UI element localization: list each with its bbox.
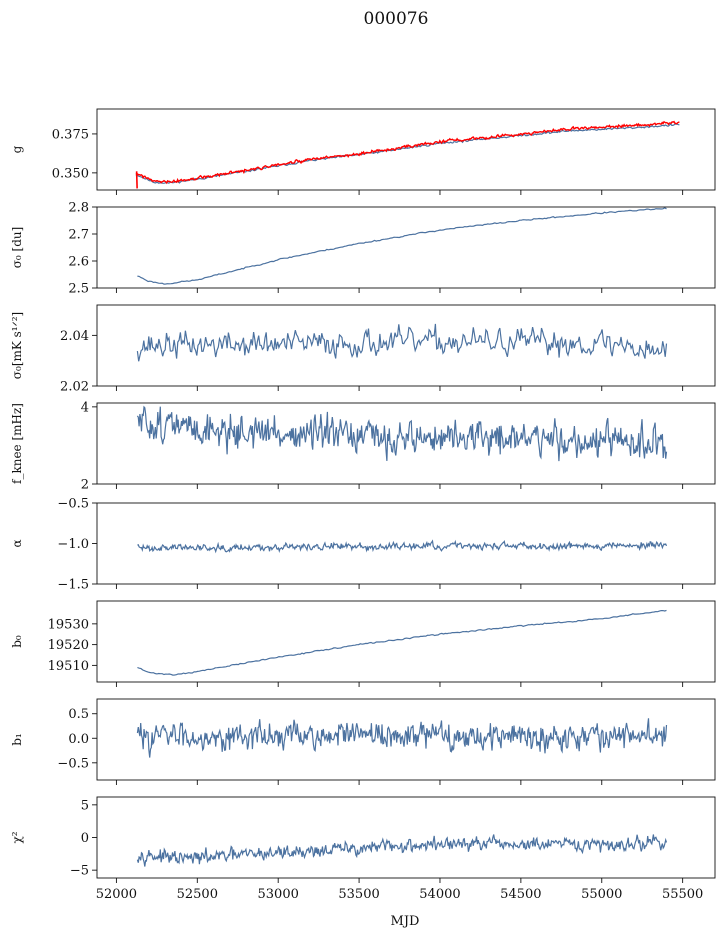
y-tick-label: −0.5	[57, 497, 89, 512]
panel-2: 2.5 2.6 2.7 2.8 σ₀ [du]	[10, 201, 716, 297]
axes-frame	[96, 402, 716, 485]
x-tick-label: 53500	[338, 887, 379, 902]
x-tick-label: 55000	[581, 887, 622, 902]
y-axis-label: χ²	[10, 831, 24, 843]
panel-3: 2.02 2.04 σ₀[mK s¹ᐟ²]	[10, 304, 716, 395]
axes-frame	[96, 698, 716, 781]
series-line-7	[136, 718, 668, 758]
x-tick-label: 55500	[662, 887, 703, 902]
axes-frame	[96, 108, 716, 191]
y-tick-label: 0.350	[52, 166, 89, 181]
x-axis: 52000 52500 53000 53500 54000 54500 55000 55500	[96, 887, 704, 902]
y-tick-label: 0.5	[68, 707, 89, 722]
y-tick-label: 0.0	[68, 732, 89, 747]
series-line-3	[136, 323, 668, 362]
y-axis-label: b₁	[10, 733, 24, 746]
y-tick-label: 0.375	[52, 127, 89, 142]
y-tick-label: 5	[81, 798, 89, 813]
series-line-2	[137, 207, 667, 285]
y-tick-label: 2.6	[68, 255, 89, 270]
y-axis-label: f_knee [mHz]	[10, 403, 24, 484]
axes-frame	[96, 796, 716, 879]
y-tick-label: 2.7	[68, 228, 89, 243]
series-line-6	[137, 609, 667, 676]
y-tick-label: 2.5	[68, 282, 89, 297]
panel-4: 2 4 f_knee [mHz]	[10, 400, 716, 493]
y-tick-label: −5	[70, 864, 89, 879]
series-line-4	[136, 405, 668, 462]
y-tick-label: −0.5	[57, 756, 89, 771]
panel-5: −1.5 −1.0 −0.5 α	[10, 497, 716, 593]
y-tick-label: −1.0	[57, 537, 89, 552]
panel-6: 19510 19520 19530 b₀	[10, 600, 716, 687]
axes-frame	[96, 304, 716, 387]
x-tick-label: 54500	[500, 887, 541, 902]
y-tick-label: 0	[81, 831, 89, 846]
y-axis-label: σ₀[mK s¹ᐟ²]	[10, 312, 24, 379]
y-axis-label: σ₀ [du]	[10, 227, 24, 269]
y-tick-label: 2	[81, 478, 89, 493]
y-tick-label: 2.8	[68, 201, 89, 216]
x-tick-label: 52000	[96, 887, 137, 902]
y-tick-label: 2.04	[60, 329, 89, 344]
y-tick-label: 19520	[48, 638, 89, 653]
overlay-line	[135, 120, 680, 185]
panel-1: 0.350 0.375 g	[10, 108, 716, 195]
y-tick-label: 19530	[48, 617, 89, 632]
y-axis-label: α	[10, 539, 24, 547]
x-tick-label: 53000	[258, 887, 299, 902]
figure-title: 000076	[364, 9, 429, 29]
y-axis-label: g	[10, 145, 24, 153]
panel-8: −5 0 5 χ²	[10, 796, 716, 883]
axes-frame	[96, 502, 716, 585]
series-line-5	[137, 539, 668, 554]
x-tick-label: 52500	[177, 887, 218, 902]
y-tick-label: 19510	[48, 659, 89, 674]
series-line-8	[136, 834, 668, 867]
y-tick-label: 4	[81, 400, 89, 415]
x-axis-label: MJD	[391, 914, 420, 929]
panels: 0.350 0.375 g 2.5 2.6 2.7 2.8 σ₀ [du] 2.02 2.04 σ₀…	[10, 108, 716, 883]
y-tick-label: −1.5	[57, 578, 89, 593]
y-tick-label: 2.02	[60, 380, 89, 395]
x-tick-label: 54000	[419, 887, 460, 902]
axes-frame	[96, 206, 716, 289]
axes-frame	[96, 600, 716, 683]
panel-7: −0.5 0.0 0.5 b₁	[10, 698, 716, 785]
y-axis-label: b₀	[10, 635, 24, 648]
